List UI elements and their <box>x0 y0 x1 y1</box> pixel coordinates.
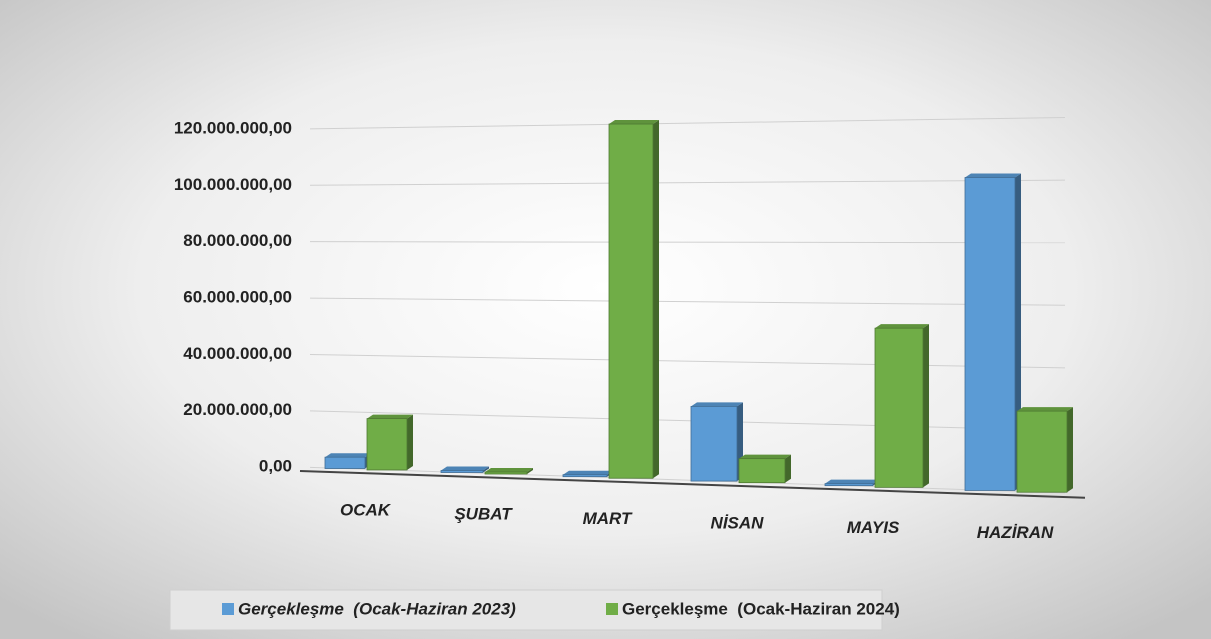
legend-label: Gerçekleşme (Ocak-Haziran 2024) <box>622 599 900 618</box>
bar-top <box>825 479 879 484</box>
bar-top <box>485 468 533 473</box>
y-tick-label: 120.000.000,00 <box>174 118 292 137</box>
bar-top <box>965 173 1021 178</box>
bar <box>874 327 924 488</box>
bar-side <box>923 324 929 488</box>
grid-line <box>309 179 1066 186</box>
legend-box <box>169 589 883 631</box>
bar <box>440 470 484 473</box>
x-tick-label: MAYIS <box>847 518 900 537</box>
x-axis <box>299 470 1086 499</box>
bar-side <box>527 468 533 475</box>
bar <box>562 474 608 478</box>
bar-side <box>1067 407 1073 493</box>
bar <box>366 418 408 471</box>
bar <box>738 458 786 484</box>
bar-side <box>653 120 659 479</box>
bar-top <box>1017 407 1073 412</box>
bar-top <box>875 324 929 329</box>
bar <box>964 177 1016 491</box>
x-tick-label: NİSAN <box>711 513 765 532</box>
bar <box>1016 410 1068 493</box>
y-tick-label: 80.000.000,00 <box>183 231 292 250</box>
grid-line <box>309 117 1066 130</box>
bar <box>824 483 874 487</box>
bar-top <box>609 120 659 125</box>
legend-swatch <box>222 603 234 615</box>
bar <box>484 471 528 475</box>
bar-top <box>739 454 791 459</box>
bar-top <box>691 402 743 407</box>
bar <box>608 123 654 479</box>
x-tick-label: HAZİRAN <box>977 523 1054 542</box>
bar-top <box>367 414 413 419</box>
legend-label: Gerçekleşme (Ocak-Haziran 2023) <box>238 599 516 618</box>
grid-line <box>309 297 1066 306</box>
grid-line <box>309 354 1066 369</box>
x-tick-label: MART <box>583 509 633 528</box>
y-tick-label: 100.000.000,00 <box>174 175 292 194</box>
y-tick-label: 60.000.000,00 <box>183 287 292 306</box>
bar-side <box>407 414 413 470</box>
grid-line <box>309 466 1066 494</box>
bar-side <box>785 454 791 483</box>
bar-top <box>325 453 371 458</box>
x-tick-label: ŞUBAT <box>454 505 513 524</box>
grid-line <box>309 241 1066 244</box>
y-tick-label: 0,00 <box>259 456 292 475</box>
bar <box>324 456 366 469</box>
bar-top <box>563 470 613 475</box>
x-tick-label: OCAK <box>340 501 392 520</box>
legend-swatch <box>606 603 618 615</box>
grid-line <box>309 410 1066 431</box>
bar <box>690 406 738 482</box>
y-tick-label: 20.000.000,00 <box>183 400 292 419</box>
y-tick-label: 40.000.000,00 <box>183 344 292 363</box>
bar-top <box>441 466 489 471</box>
bar-side <box>483 466 489 473</box>
